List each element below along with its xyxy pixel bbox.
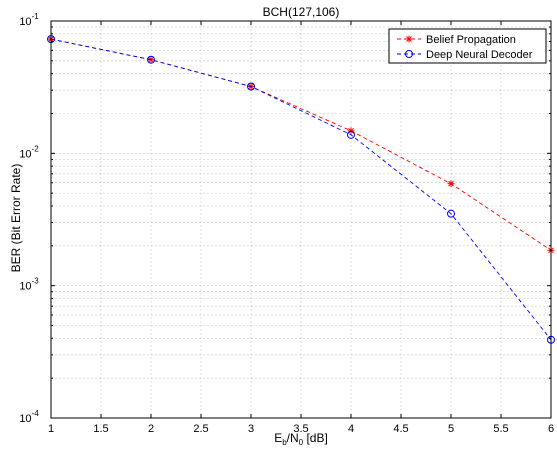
y-axis-label: BER (Bit Error Rate) xyxy=(9,164,23,273)
x-tick-label: 3.5 xyxy=(293,423,308,435)
x-label-tail: [dB] xyxy=(303,431,328,445)
star-marker-stroke xyxy=(348,127,354,134)
x-tick-label: 5.5 xyxy=(493,423,508,435)
chart-title: BCH(127,106) xyxy=(263,5,340,19)
x-tick-label: 1.5 xyxy=(93,423,108,435)
legend-item: Belief Propagation xyxy=(397,34,516,46)
y-tick-base: 10 xyxy=(19,413,31,425)
x-label-mid: /N xyxy=(287,431,299,445)
y-tick-exponent: -2 xyxy=(32,144,40,153)
legend-label: Deep Neural Decoder xyxy=(426,49,533,61)
series-line xyxy=(50,38,552,341)
y-tick-label: 10-2 xyxy=(19,144,39,160)
x-label-base: E xyxy=(274,431,282,445)
axis-ticks: 1 1.5 2 2.5 3 3.5 4 4.5 5 5.5 610-410-310-210-1 xyxy=(19,12,554,435)
y-tick-base: 10 xyxy=(19,16,31,28)
series-deep-neural-decoder xyxy=(47,35,555,344)
star-marker xyxy=(447,180,455,188)
x-tick-label: 2.5 xyxy=(193,423,208,435)
legend: Belief Propagation Deep Neural Decoder xyxy=(388,28,547,64)
x-tick-label: 2 xyxy=(148,423,154,435)
x-tick-label: 4 xyxy=(348,423,354,435)
y-tick-exponent: -3 xyxy=(32,277,40,286)
x-tick-label: 3 xyxy=(248,423,254,435)
y-tick-label: 10-3 xyxy=(19,277,39,293)
star-marker xyxy=(347,127,355,135)
y-tick-exponent: -4 xyxy=(32,409,40,418)
circle-marker xyxy=(147,55,155,64)
star-marker xyxy=(147,56,155,64)
x-tick-label: 5 xyxy=(448,423,454,435)
legend-label: Belief Propagation xyxy=(426,34,516,46)
star-marker-stroke xyxy=(148,56,154,63)
x-tick-label: 4.5 xyxy=(393,423,408,435)
y-tick-label: 10-4 xyxy=(19,409,39,425)
y-tick-base: 10 xyxy=(19,281,31,293)
y-tick-exponent: -1 xyxy=(32,12,40,21)
circle-marker xyxy=(447,209,455,218)
circle-marker xyxy=(347,130,355,139)
star-marker xyxy=(405,35,413,43)
legend-item: Deep Neural Decoder xyxy=(397,49,533,61)
x-tick-label: 6 xyxy=(548,423,554,435)
y-tick-label: 10-1 xyxy=(19,12,39,28)
circle-marker xyxy=(247,82,255,91)
legend-box xyxy=(388,28,547,64)
star-marker-stroke xyxy=(406,36,412,42)
x-tick-label: 1 xyxy=(48,423,54,435)
x-axis-label: Eb/N0 [dB] xyxy=(274,431,328,447)
y-tick-base: 10 xyxy=(19,148,31,160)
x-label-sub1: b xyxy=(282,438,287,447)
circle-marker xyxy=(405,50,413,58)
star-marker-stroke xyxy=(448,180,454,187)
x-label-sub2: 0 xyxy=(299,438,304,447)
